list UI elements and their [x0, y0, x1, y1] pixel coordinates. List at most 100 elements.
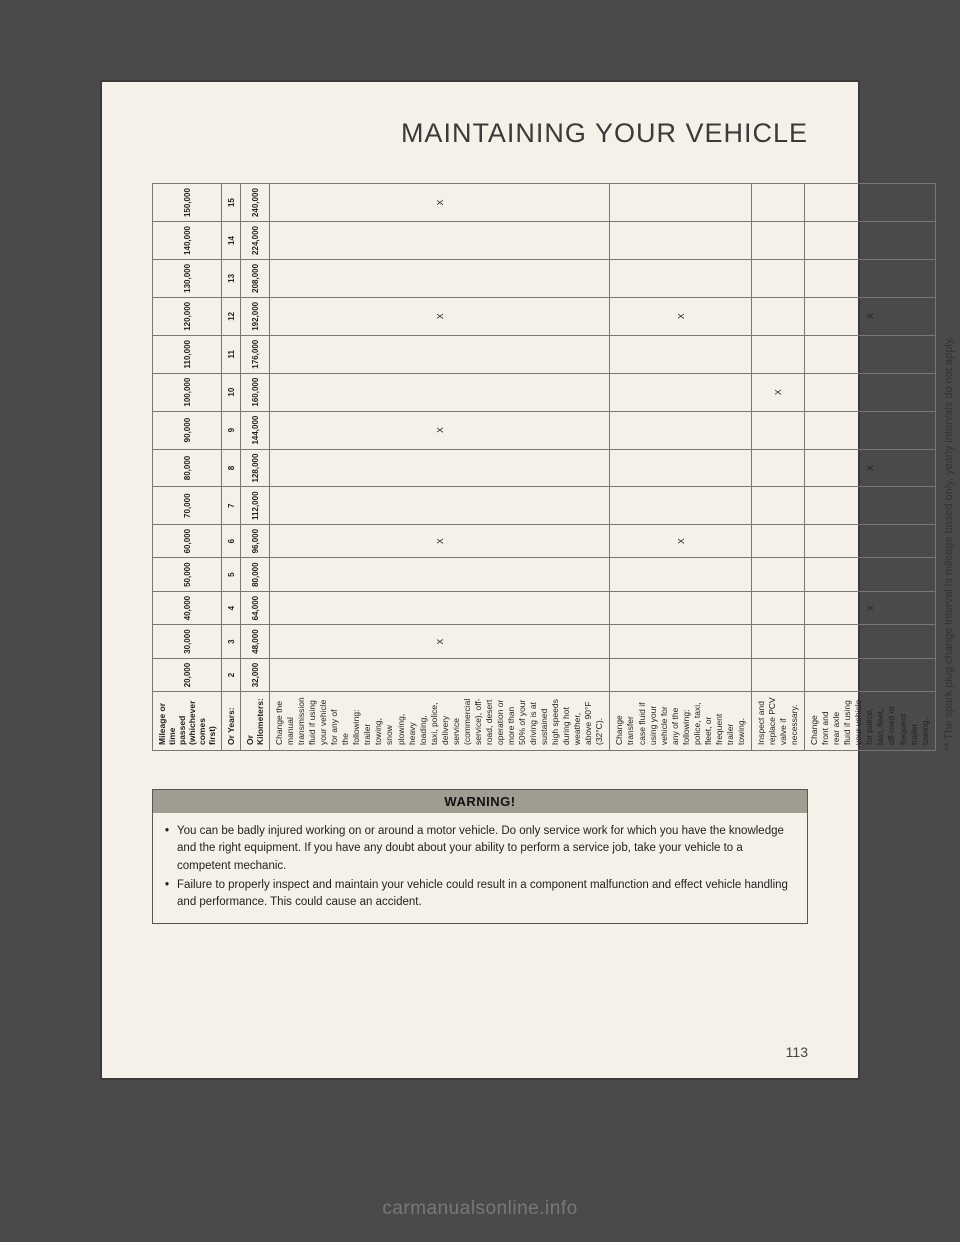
maint-desc: Change transfer case fluid if using your… [610, 692, 752, 751]
years-cell: 11 [222, 335, 241, 373]
maint-cell [270, 658, 610, 691]
maint-cell [270, 335, 610, 373]
years-cell: 10 [222, 373, 241, 411]
maint-cell [751, 524, 804, 557]
km-cell: 224,000 [241, 222, 270, 260]
maint-cell [751, 222, 804, 260]
km-cell: 144,000 [241, 411, 270, 449]
years-cell: 8 [222, 449, 241, 487]
warning-body: •You can be badly injured working on or … [153, 813, 807, 923]
mileage-cell: 50,000 [153, 558, 222, 591]
header-years-label: Or Years: [222, 692, 241, 751]
maint-cell [270, 591, 610, 624]
maint-cell [751, 658, 804, 691]
km-cell: 208,000 [241, 259, 270, 297]
maint-cell [610, 373, 752, 411]
km-cell: 64,000 [241, 591, 270, 624]
maint-row: Change the manual transmission fluid if … [270, 184, 610, 751]
maint-cell [805, 558, 936, 591]
maint-cell: X [270, 184, 610, 222]
maint-cell [751, 335, 804, 373]
km-cell: 128,000 [241, 449, 270, 487]
maint-cell [751, 184, 804, 222]
years-cell: 4 [222, 591, 241, 624]
maint-cell [610, 184, 752, 222]
header-km-label: Or Kilometers: [241, 692, 270, 751]
mileage-cell: 120,000 [153, 297, 222, 335]
years-cell: 13 [222, 259, 241, 297]
years-cell: 5 [222, 558, 241, 591]
mileage-cell: 70,000 [153, 487, 222, 524]
maint-cell [751, 558, 804, 591]
maint-cell [270, 373, 610, 411]
km-cell: 96,000 [241, 524, 270, 557]
page-heading: MAINTAINING YOUR VEHICLE [152, 118, 808, 149]
maint-row: Change transfer case fluid if using your… [610, 184, 752, 751]
maint-cell [751, 449, 804, 487]
mileage-cell: 110,000 [153, 335, 222, 373]
mileage-cell: 30,000 [153, 625, 222, 658]
warning-text: You can be badly injured working on or a… [177, 823, 795, 875]
years-cell: 7 [222, 487, 241, 524]
years-cell: 2 [222, 658, 241, 691]
maint-cell [751, 625, 804, 658]
warning-box: WARNING! •You can be badly injured worki… [152, 789, 808, 924]
maint-desc: Change the manual transmission fluid if … [270, 692, 610, 751]
km-cell: 160,000 [241, 373, 270, 411]
maintenance-table-wrap: Mileage or time passed (whichever comes … [152, 191, 812, 751]
maint-cell: X [610, 524, 752, 557]
years-cell: 9 [222, 411, 241, 449]
years-cell: 12 [222, 297, 241, 335]
warning-item: •Failure to properly inspect and maintai… [165, 877, 795, 912]
mileage-cell: 80,000 [153, 449, 222, 487]
years-cell: 14 [222, 222, 241, 260]
maint-cell [805, 411, 936, 449]
km-cell: 32,000 [241, 658, 270, 691]
mileage-cell: 150,000 [153, 184, 222, 222]
maint-cell [610, 487, 752, 524]
km-cell: 192,000 [241, 297, 270, 335]
bullet-icon: • [165, 877, 169, 912]
maint-cell [270, 222, 610, 260]
maint-cell [610, 591, 752, 624]
maint-row: Change front and rear axle fluid if usin… [805, 184, 936, 751]
maint-cell [751, 411, 804, 449]
mileage-cell: 100,000 [153, 373, 222, 411]
mileage-cell: 140,000 [153, 222, 222, 260]
km-cell: 176,000 [241, 335, 270, 373]
maint-cell [270, 259, 610, 297]
maint-cell [805, 658, 936, 691]
maint-cell [270, 487, 610, 524]
km-cell: 48,000 [241, 625, 270, 658]
maint-cell [751, 297, 804, 335]
row-mileage: Mileage or time passed (whichever comes … [153, 184, 222, 751]
header-mileage-label: Mileage or time passed (whichever comes … [153, 692, 222, 751]
years-cell: 6 [222, 524, 241, 557]
maint-cell [805, 524, 936, 557]
maint-cell [805, 487, 936, 524]
maint-cell [270, 449, 610, 487]
maint-desc: Inspect and replace PCV valve if necessa… [751, 692, 804, 751]
maint-cell [805, 259, 936, 297]
warning-title: WARNING! [153, 790, 807, 813]
maint-cell: X [805, 449, 936, 487]
maint-cell [610, 222, 752, 260]
mileage-cell: 20,000 [153, 658, 222, 691]
footnote-spark-plug: ** The spark plug change interval is mil… [942, 191, 957, 751]
bullet-icon: • [165, 823, 169, 875]
maint-desc: Change front and rear axle fluid if usin… [805, 692, 936, 751]
row-km: Or Kilometers: 32,000 48,000 64,000 80,0… [241, 184, 270, 751]
warning-item: •You can be badly injured working on or … [165, 823, 795, 875]
maint-cell [805, 335, 936, 373]
maint-cell [610, 658, 752, 691]
maint-cell [805, 222, 936, 260]
mileage-cell: 130,000 [153, 259, 222, 297]
maint-cell: X [270, 297, 610, 335]
maint-cell: X [805, 297, 936, 335]
maint-cell [610, 449, 752, 487]
maint-cell [751, 259, 804, 297]
maint-cell: X [751, 373, 804, 411]
content-area: Mileage or time passed (whichever comes … [152, 191, 808, 924]
row-years: Or Years: 2 3 4 5 6 7 8 9 10 11 12 13 14 [222, 184, 241, 751]
years-cell: 3 [222, 625, 241, 658]
